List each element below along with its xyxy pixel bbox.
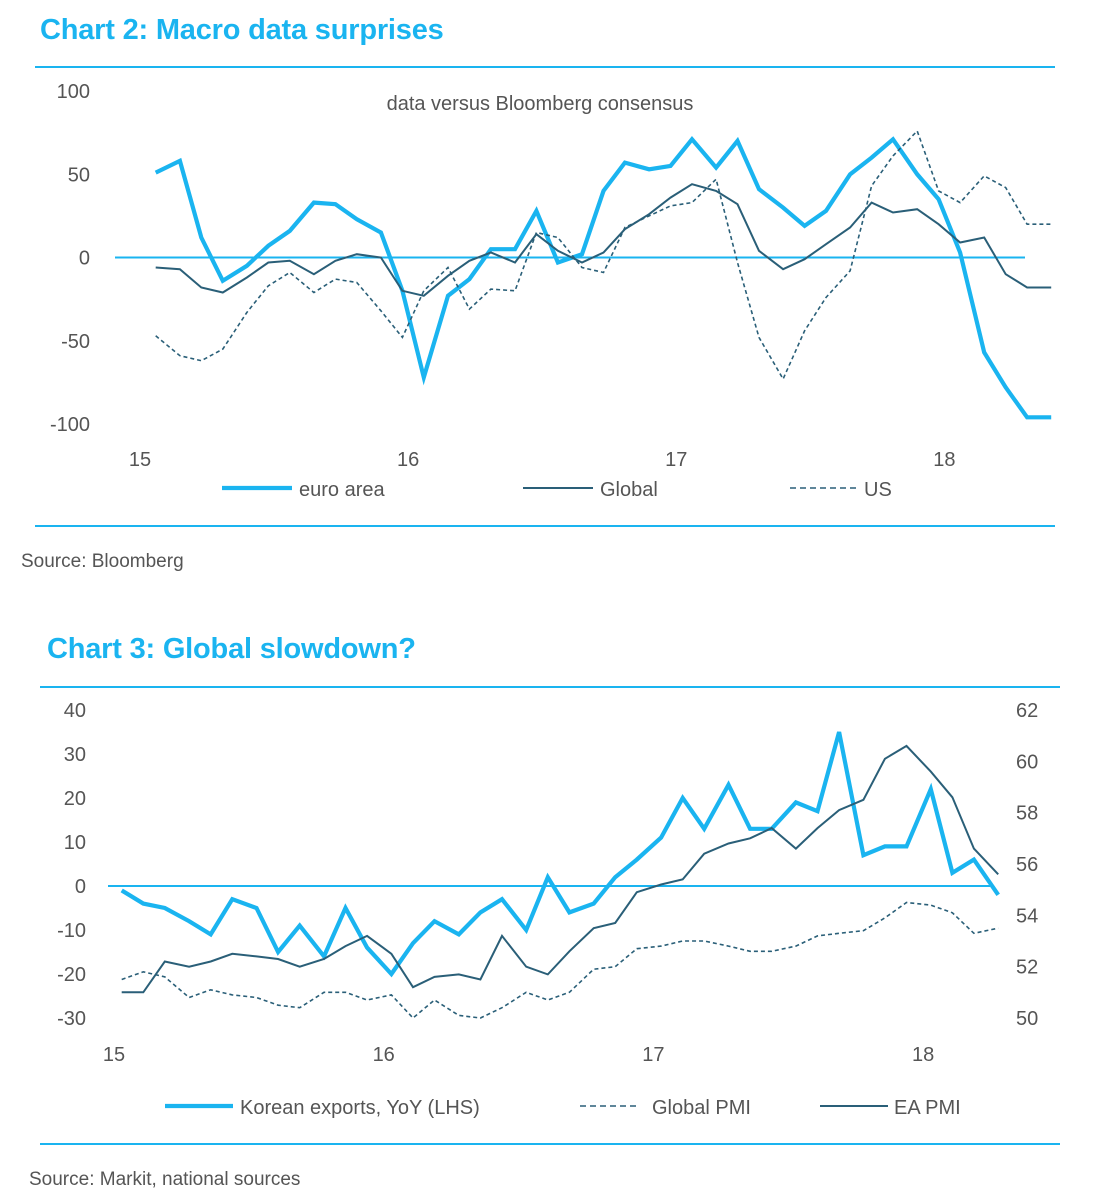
chart2-plot: data versus Bloomberg consensus 100 50 0 -50… [50, 81, 1052, 501]
legend-label: euro area [299, 479, 385, 501]
legend-label: EA PMI [894, 1097, 961, 1119]
y-right-tick-label: 52 [1016, 957, 1038, 979]
legend-label: Global PMI [652, 1097, 751, 1119]
series-line-global-pmi [121, 901, 999, 1020]
x-tick-label: 18 [912, 1044, 934, 1066]
chart2-top-rule [35, 66, 1055, 68]
y-tick-label: -20 [57, 964, 86, 986]
x-tick-label: 16 [373, 1044, 395, 1066]
chart3-bottom-rule [40, 1143, 1060, 1145]
y-right-tick-label: 54 [1016, 905, 1038, 927]
series-line-euro-area [154, 136, 1052, 420]
chart3-plot: 40 30 20 10 0 -10 -20 -30 62 60 58 56 54 52 50 15 16 17 18… [57, 700, 1038, 1119]
x-tick-label: 15 [103, 1044, 125, 1066]
y-tick-label: 40 [64, 700, 86, 722]
y-tick-label: 0 [75, 876, 86, 898]
legend-label: Korean exports, YoY (LHS) [240, 1097, 480, 1119]
chart3-source: Source: Markit, national sources [29, 1169, 301, 1190]
legend-label: Global [600, 479, 658, 501]
x-tick-label: 15 [129, 449, 151, 471]
x-tick-label: 16 [397, 449, 419, 471]
y-right-tick-label: 60 [1016, 751, 1038, 773]
chart3-title: Chart 3: Global slowdown? [47, 633, 416, 665]
x-tick-label: 17 [665, 449, 687, 471]
y-right-tick-label: 50 [1016, 1008, 1038, 1030]
y-tick-label: -30 [57, 1008, 86, 1030]
chart2-bottom-rule [35, 525, 1055, 527]
y-right-tick-label: 62 [1016, 700, 1038, 722]
y-tick-label: 0 [79, 248, 90, 270]
y-right-tick-label: 56 [1016, 854, 1038, 876]
series-line-global [155, 183, 1052, 297]
x-tick-label: 18 [933, 449, 955, 471]
chart2-title: Chart 2: Macro data surprises [40, 14, 444, 46]
y-tick-label: -50 [61, 331, 90, 353]
y-tick-label: 50 [68, 164, 90, 186]
series-line-us [155, 129, 1052, 381]
chart3-top-rule [40, 686, 1060, 688]
series-line-ea-pmi [121, 744, 999, 994]
y-tick-label: 20 [64, 788, 86, 810]
y-tick-label: 10 [64, 832, 86, 854]
y-tick-label: 100 [57, 81, 90, 103]
x-tick-label: 17 [642, 1044, 664, 1066]
legend-label: US [864, 479, 892, 501]
chart2-source: Source: Bloomberg [21, 551, 184, 572]
y-tick-label: -100 [50, 414, 90, 436]
chart-subtitle: data versus Bloomberg consensus [387, 93, 694, 115]
y-tick-label: -10 [57, 920, 86, 942]
y-tick-label: 30 [64, 744, 86, 766]
y-right-tick-label: 58 [1016, 803, 1038, 825]
series-line-korean-exports-yoy-lhs- [120, 731, 1000, 978]
